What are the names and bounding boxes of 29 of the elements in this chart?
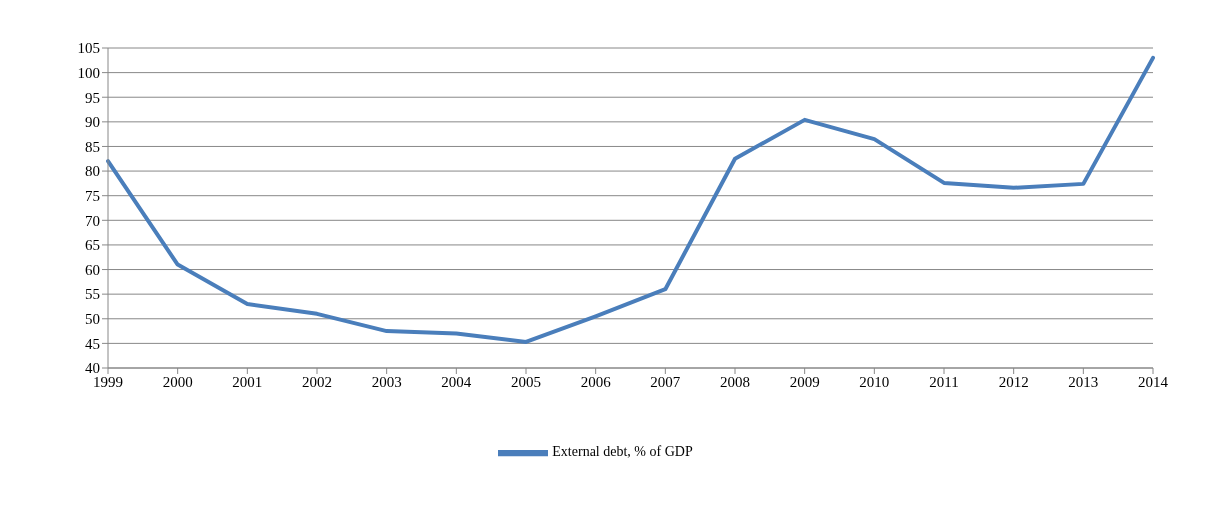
x-tick-label: 2005 [511,373,541,390]
x-tick-label: 2011 [929,373,959,390]
y-tick-label: 55 [85,286,100,303]
x-tick-label: 2000 [162,373,193,390]
y-tick-label: 100 [77,64,100,81]
y-tick-label: 45 [85,335,100,352]
x-tick-label: 2009 [789,373,820,390]
x-tick-label: 2014 [1138,373,1169,390]
x-tick-label: 2002 [302,373,332,390]
y-tick-label: 75 [85,188,100,205]
y-tick-label: 105 [77,40,100,57]
y-tick-label: 70 [85,212,100,229]
legend-label: External debt, % of GDP [552,444,693,460]
x-tick-label: 2008 [720,373,750,390]
x-tick-label: 2012 [998,373,1029,390]
x-tick-label: 2004 [441,373,472,390]
y-tick-label: 50 [85,311,100,328]
x-tick-label: 2013 [1068,373,1099,390]
y-tick-label: 95 [85,89,100,106]
x-tick-label: 2006 [580,373,612,390]
y-tick-label: 80 [85,163,100,180]
x-tick-label: 2010 [859,373,890,390]
x-tick-label: 2001 [232,373,263,390]
x-tick-label: 2003 [371,373,402,390]
x-tick-label: 2007 [650,373,681,390]
y-tick-label: 90 [85,114,100,131]
y-tick-label: 60 [85,261,100,278]
y-tick-label: 85 [85,138,100,155]
y-tick-label: 65 [85,237,100,254]
